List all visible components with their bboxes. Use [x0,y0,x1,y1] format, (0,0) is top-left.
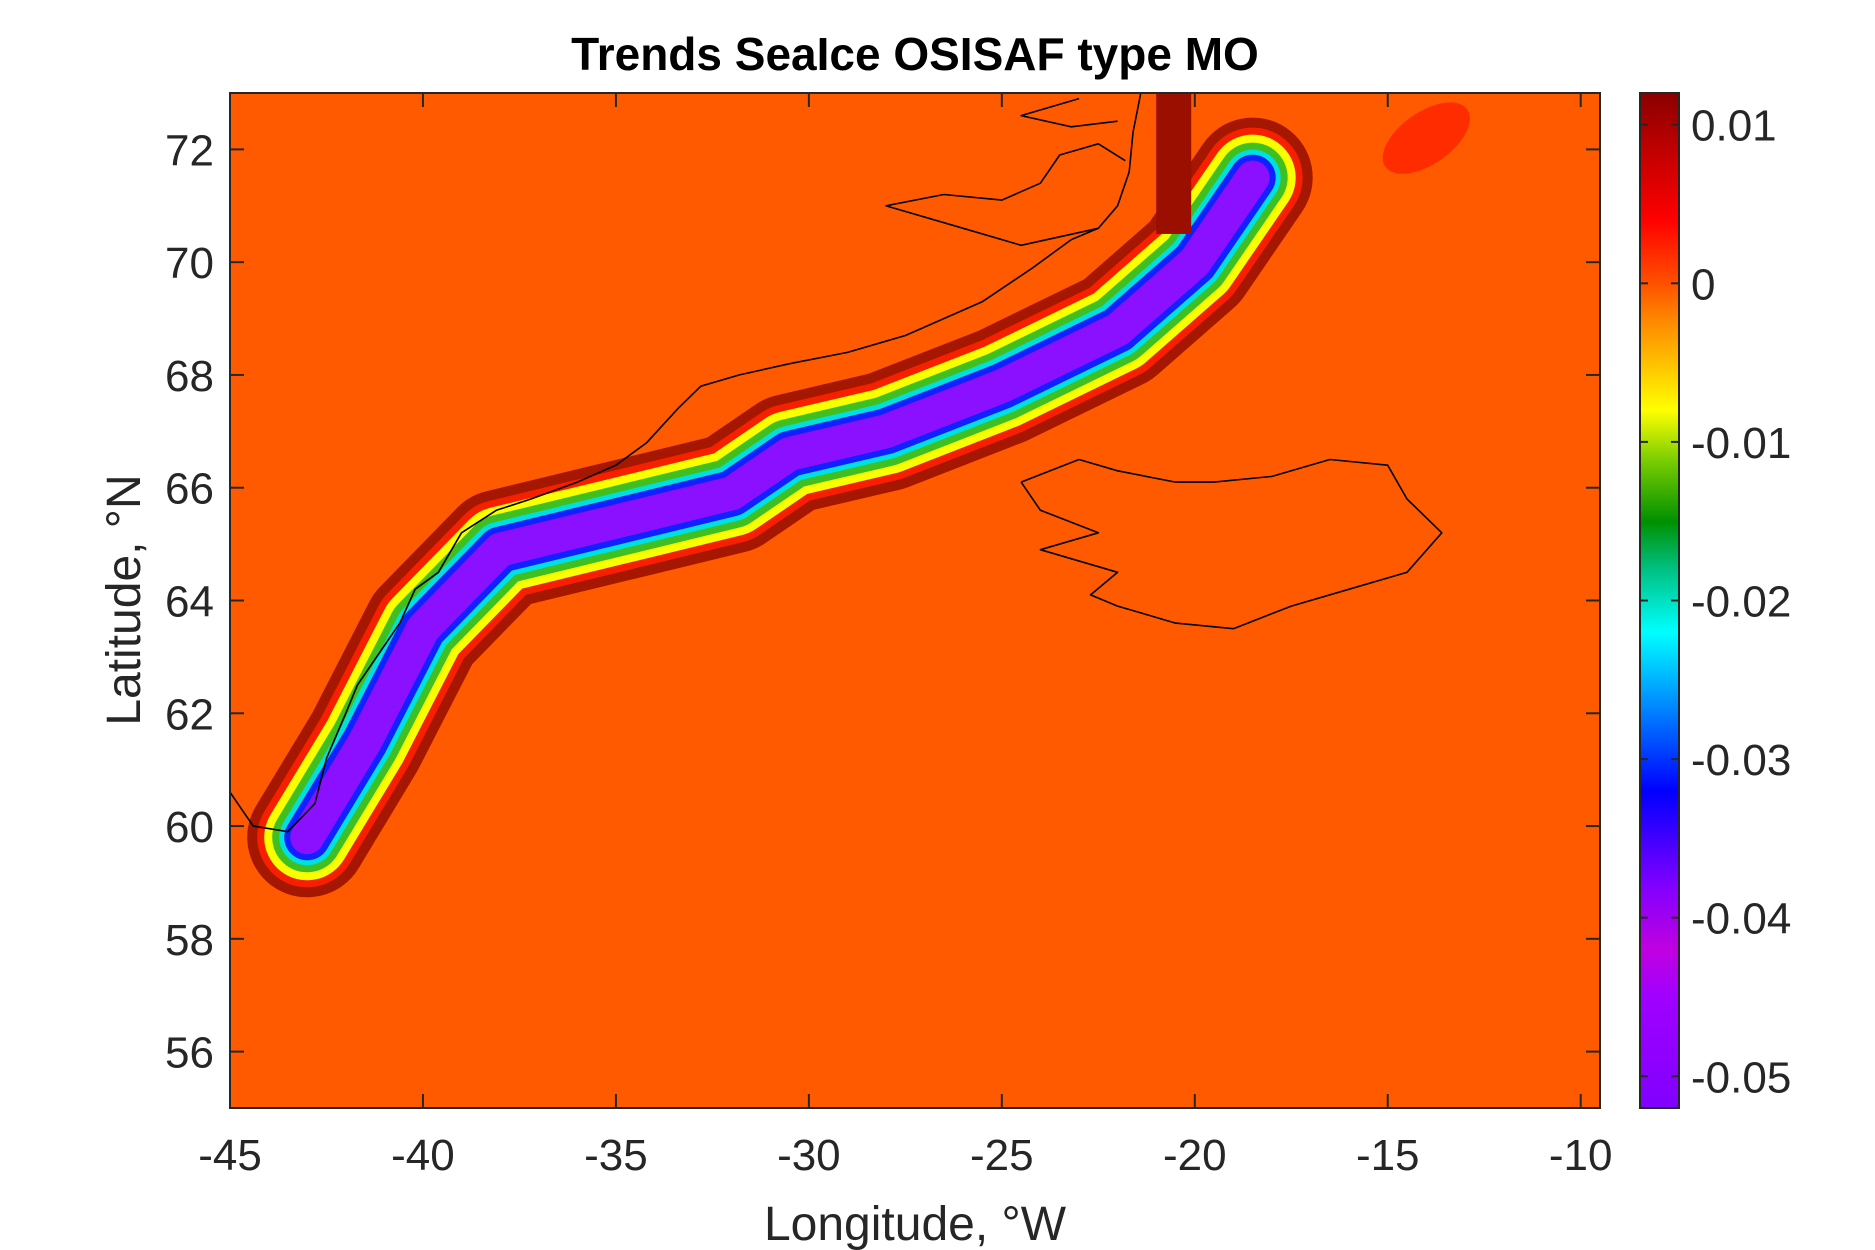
x-axis: -45 -40 -35 -30 -25 -20 -15 -10 [198,93,1613,1180]
y-tick-label: 68 [165,352,214,401]
y-axis: 56 58 60 62 64 66 68 70 72 [165,126,1600,1078]
field-coast-patch [1156,93,1192,234]
field-band-violet [290,160,1270,855]
y-tick-label: 56 [165,1029,214,1078]
y-tick-label: 58 [165,916,214,965]
map-panel: -45 -40 -35 -30 -25 -20 -15 -10 56 58 60 62 64 66 68 7… [165,92,1613,1180]
x-tick-label: -20 [1163,1131,1227,1180]
colorbar-tick-label: 0.01 [1691,102,1777,151]
colorbar-tick-label: 0 [1691,260,1715,309]
y-tick-label: 62 [165,690,214,739]
fjord-coast [1020,97,1118,128]
y-axis-label: Latitude, °N [98,474,151,725]
x-tick-label: -25 [970,1131,1034,1180]
coastlines [230,93,1443,833]
map-title: Trends SeaIce OSISAF type MO [571,28,1259,80]
colorbar-tick-label: -0.02 [1691,578,1791,627]
colorbar-tick-label: -0.01 [1691,419,1791,468]
y-tick-label: 66 [165,465,214,514]
iceland-coast [1020,458,1443,630]
colorbar-tick-label: -0.05 [1691,1053,1791,1102]
colorbar: 0.01 0 -0.01 -0.02 -0.03 -0.04 -0.05 [1639,92,1791,1109]
y-tick-label: 72 [165,126,214,175]
colorbar-tick-label: -0.03 [1691,736,1791,785]
trend-field [247,93,1470,898]
x-tick-label: -15 [1356,1131,1420,1180]
y-tick-label: 64 [165,578,214,627]
x-axis-label: Longitude, °W [764,1198,1067,1250]
greenland-coast [230,93,1142,833]
x-tick-label: -40 [391,1131,455,1180]
x-tick-label: -45 [198,1131,262,1180]
x-tick-label: -35 [584,1131,648,1180]
field-positive-patch [1382,102,1470,174]
y-tick-label: 70 [165,239,214,288]
scoresby-sund-coast [885,143,1126,247]
colorbar-ticks: 0.01 0 -0.01 -0.02 -0.03 -0.04 -0.05 [1640,102,1791,1102]
colorbar-tick-label: -0.04 [1691,895,1791,944]
x-tick-label: -10 [1549,1131,1613,1180]
y-tick-label: 60 [165,803,214,852]
x-tick-label: -30 [777,1131,841,1180]
